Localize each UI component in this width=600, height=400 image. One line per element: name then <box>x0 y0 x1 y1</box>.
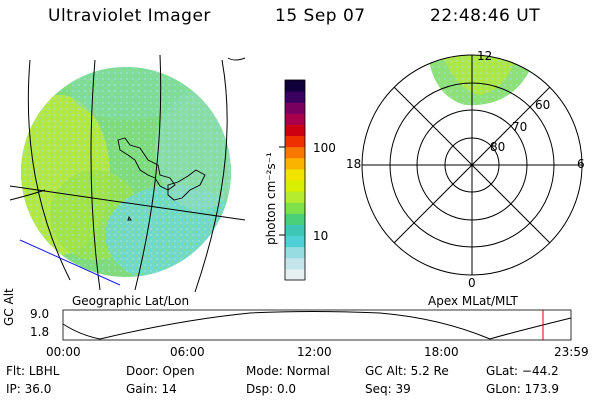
colorbar-segment <box>285 257 305 270</box>
colorbar-tick-100: 100 <box>313 141 336 155</box>
info-glon: GLon: 173.9 <box>486 382 559 396</box>
alt-ytick-1-8: 1.8 <box>30 325 50 339</box>
alt-ytick-9: 9.0 <box>30 307 50 321</box>
alt-xtick-0600: 06:00 <box>170 345 205 359</box>
info-flt: Flt: LBHL <box>6 364 60 378</box>
colorbar-segment <box>285 102 305 114</box>
colorbar-segment <box>285 157 305 170</box>
info-door: Door: Open <box>126 364 195 378</box>
mlt-label-18: 18 <box>346 157 362 171</box>
altitude-strip <box>62 309 572 341</box>
mlt-label-0: 0 <box>468 276 476 290</box>
lat-label-80: 80 <box>490 140 506 154</box>
info-gain: Gain: 14 <box>126 382 177 396</box>
colorbar-segment <box>285 235 305 248</box>
colorbar-segment <box>285 91 305 103</box>
instrument-title: Ultraviolet Imager <box>48 6 211 26</box>
colorbar-segment <box>285 124 305 137</box>
date-label: 15 Sep 07 <box>275 6 366 26</box>
colorbar-segment <box>285 135 305 148</box>
lat-label-60: 60 <box>535 98 551 112</box>
colorbar-segment <box>285 268 305 281</box>
coastline <box>117 137 206 221</box>
alt-ylabel: GC Alt <box>2 288 16 326</box>
alt-xtick-2359: 23:59 <box>554 345 589 359</box>
colorbar-frame <box>279 79 306 281</box>
time-label: 22:48:46 UT <box>430 6 541 26</box>
colorbar-segment <box>285 246 305 259</box>
mlt-label-6: 6 <box>577 157 585 171</box>
colorbar-segment <box>285 146 305 159</box>
info-seq: Seq: 39 <box>365 382 411 396</box>
colorbar-segment <box>285 224 305 237</box>
alt-xtick-0000: 00:00 <box>46 345 81 359</box>
polar-panel-label: Apex MLat/MLT <box>428 294 518 308</box>
colorbar-segment <box>285 191 305 203</box>
alt-xtick-1200: 12:00 <box>297 345 332 359</box>
colorbar-segment <box>285 168 305 181</box>
lat-label-70: 70 <box>512 120 528 134</box>
colorbar-segment <box>285 213 305 225</box>
geo-image <box>21 67 231 277</box>
colorbar-tick-10: 10 <box>313 229 329 243</box>
mlt-label-12: 12 <box>477 49 493 63</box>
polar-plot <box>361 54 583 276</box>
colorbar <box>285 80 305 281</box>
colorbar-segment <box>285 202 305 214</box>
info-mode: Mode: Normal <box>246 364 330 378</box>
info-glat: GLat: −44.2 <box>486 364 559 378</box>
colorbar-segment <box>285 180 305 192</box>
colorbar-unit-label: photon cm⁻²s⁻¹ <box>264 152 278 245</box>
alt-xtick-1800: 18:00 <box>424 345 459 359</box>
info-dsp: Dsp: 0.0 <box>246 382 297 396</box>
colorbar-segment <box>285 80 305 92</box>
info-gc-alt: GC Alt: 5.2 Re <box>365 364 449 378</box>
geo-panel-label: Geographic Lat/Lon <box>72 294 190 308</box>
colorbar-segment <box>285 113 305 125</box>
info-ip: IP: 36.0 <box>6 382 52 396</box>
geo-grid <box>9 54 246 293</box>
